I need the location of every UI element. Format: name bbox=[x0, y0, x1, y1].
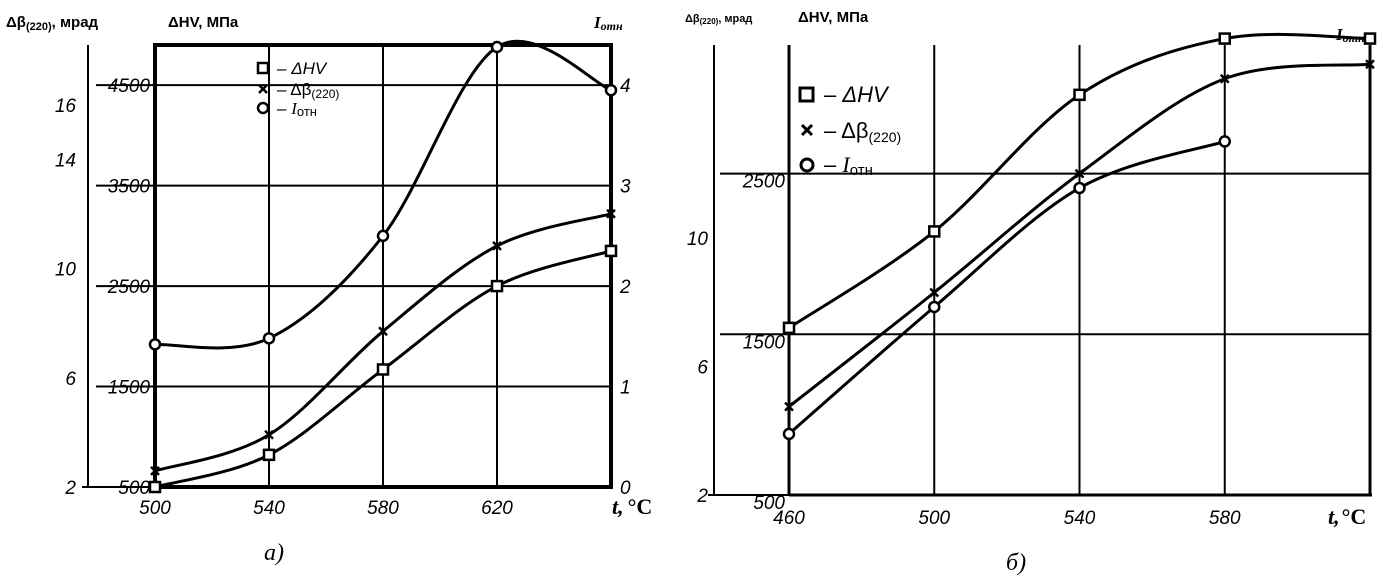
hv-tick-label-b: 2500 bbox=[742, 172, 786, 193]
legend-hv-a: – ΔHV bbox=[277, 59, 328, 78]
series-line-i-b bbox=[788, 140, 1226, 436]
x-axis-title-b: t,°C bbox=[1328, 504, 1366, 529]
legend-hv-b: – ΔHV bbox=[824, 82, 890, 107]
x-tick-label-a: 580 bbox=[367, 498, 399, 519]
beta-tick-label-a: 16 bbox=[55, 96, 77, 117]
point-beta-a bbox=[264, 429, 274, 440]
x-tick-label-b: 460 bbox=[773, 508, 805, 529]
beta-tick-label-a: 14 bbox=[55, 151, 76, 172]
point-hv-b bbox=[1218, 32, 1231, 45]
point-beta-b bbox=[1219, 73, 1230, 84]
point-beta-a bbox=[150, 466, 160, 476]
hv-tick-label-b: 1500 bbox=[743, 332, 786, 353]
legend-square-icon-a bbox=[256, 61, 270, 75]
hv-tick-label-a: 500 bbox=[118, 478, 150, 499]
ticks-a: 500 540 580 6205001500250035004500261014160… bbox=[55, 76, 631, 519]
irel-tick-label-a: 0 bbox=[620, 478, 631, 499]
point-hv-b bbox=[1363, 32, 1377, 45]
legend-beta-b: – Δβ(220) bbox=[824, 118, 901, 145]
hv-tick-label-a: 4500 bbox=[108, 76, 151, 97]
legend-cross-icon-b bbox=[800, 123, 814, 137]
point-hv-a bbox=[262, 448, 276, 462]
legend-b: – ΔHV – Δβ(220) – Iотн bbox=[798, 82, 901, 179]
grid-a bbox=[96, 45, 611, 487]
point-i-a bbox=[376, 229, 390, 243]
x-tick-label-b: 580 bbox=[1209, 508, 1241, 529]
point-i-b bbox=[1218, 135, 1231, 148]
beta-tick-label-a: 6 bbox=[65, 369, 76, 390]
point-hv-a bbox=[376, 363, 390, 376]
irel-tick-label-a: 4 bbox=[620, 76, 631, 97]
markers-b bbox=[782, 32, 1377, 441]
caption-a: а) bbox=[264, 540, 284, 566]
point-i-a bbox=[262, 332, 276, 345]
header-hv-b: ΔHV, МПа bbox=[798, 9, 869, 26]
point-hv-a bbox=[148, 480, 162, 494]
legend-a: – ΔHV – Δβ(220) – Iотн bbox=[256, 59, 339, 119]
legend-circle-icon-b bbox=[799, 157, 815, 173]
caption-b: б) bbox=[1006, 550, 1026, 576]
x-tick-label-b: 500 bbox=[918, 508, 950, 529]
header-beta-b: Δβ(220), мрад bbox=[685, 13, 752, 26]
legend-beta-a: – Δβ(220) bbox=[277, 80, 339, 101]
series-line-i-a bbox=[154, 39, 612, 350]
beta-tick-label-b: 10 bbox=[687, 229, 709, 250]
point-i-a bbox=[490, 40, 504, 54]
point-beta-b bbox=[784, 401, 794, 412]
point-i-b bbox=[782, 427, 796, 441]
point-i-b bbox=[928, 300, 941, 314]
grid-b bbox=[720, 45, 1370, 495]
point-hv-b bbox=[1073, 88, 1086, 102]
point-i-b bbox=[1073, 181, 1086, 195]
legend-irel-b: – Iотн bbox=[824, 152, 873, 179]
hv-tick-label-b: 500 bbox=[753, 493, 785, 514]
legend-irel-a: – Iотн bbox=[277, 99, 317, 119]
point-beta-a bbox=[492, 241, 502, 251]
beta-tick-label-a: 2 bbox=[64, 478, 76, 499]
x-tick-label-a: 620 bbox=[481, 498, 513, 519]
panel-a: 500 540 580 6205001500250035004500261014160… bbox=[6, 13, 652, 566]
point-i-a bbox=[604, 83, 618, 97]
header-irel-b: Iотн bbox=[1335, 25, 1365, 45]
point-hv-a bbox=[604, 244, 618, 258]
point-beta-a bbox=[606, 208, 616, 219]
point-beta-b bbox=[1074, 168, 1085, 179]
point-beta-a bbox=[378, 326, 388, 337]
point-i-a bbox=[148, 338, 162, 351]
point-beta-b bbox=[1365, 59, 1375, 70]
header-beta-a: Δβ(220), мрад bbox=[6, 14, 99, 33]
hv-tick-label-a: 3500 bbox=[108, 177, 151, 198]
header-irel-a: Iотн bbox=[593, 13, 623, 33]
header-hv-a: ΔHV, МПа bbox=[168, 14, 239, 31]
legend-circle-icon-a bbox=[256, 101, 270, 115]
beta-tick-label-a: 10 bbox=[55, 260, 77, 281]
hv-tick-label-a: 2500 bbox=[107, 277, 151, 298]
x-axis-title-a: t, °C bbox=[612, 494, 652, 519]
legend-cross-icon-a bbox=[258, 84, 268, 94]
point-hv-a bbox=[490, 279, 504, 293]
hv-tick-label-a: 1500 bbox=[108, 378, 151, 399]
point-beta-b bbox=[929, 287, 940, 298]
beta-tick-label-b: 6 bbox=[697, 357, 708, 378]
markers-a bbox=[148, 40, 618, 494]
x-tick-label-a: 540 bbox=[253, 498, 285, 519]
point-hv-b bbox=[782, 321, 796, 335]
point-hv-b bbox=[928, 225, 941, 238]
beta-tick-label-b: 2 bbox=[696, 486, 708, 507]
x-tick-label-b: 540 bbox=[1064, 508, 1096, 529]
x-tick-label-a: 500 bbox=[139, 498, 171, 519]
irel-tick-label-a: 1 bbox=[620, 378, 631, 399]
irel-tick-label-a: 2 bbox=[619, 277, 631, 298]
irel-tick-label-a: 3 bbox=[620, 177, 631, 198]
legend-square-icon-b bbox=[798, 86, 815, 103]
